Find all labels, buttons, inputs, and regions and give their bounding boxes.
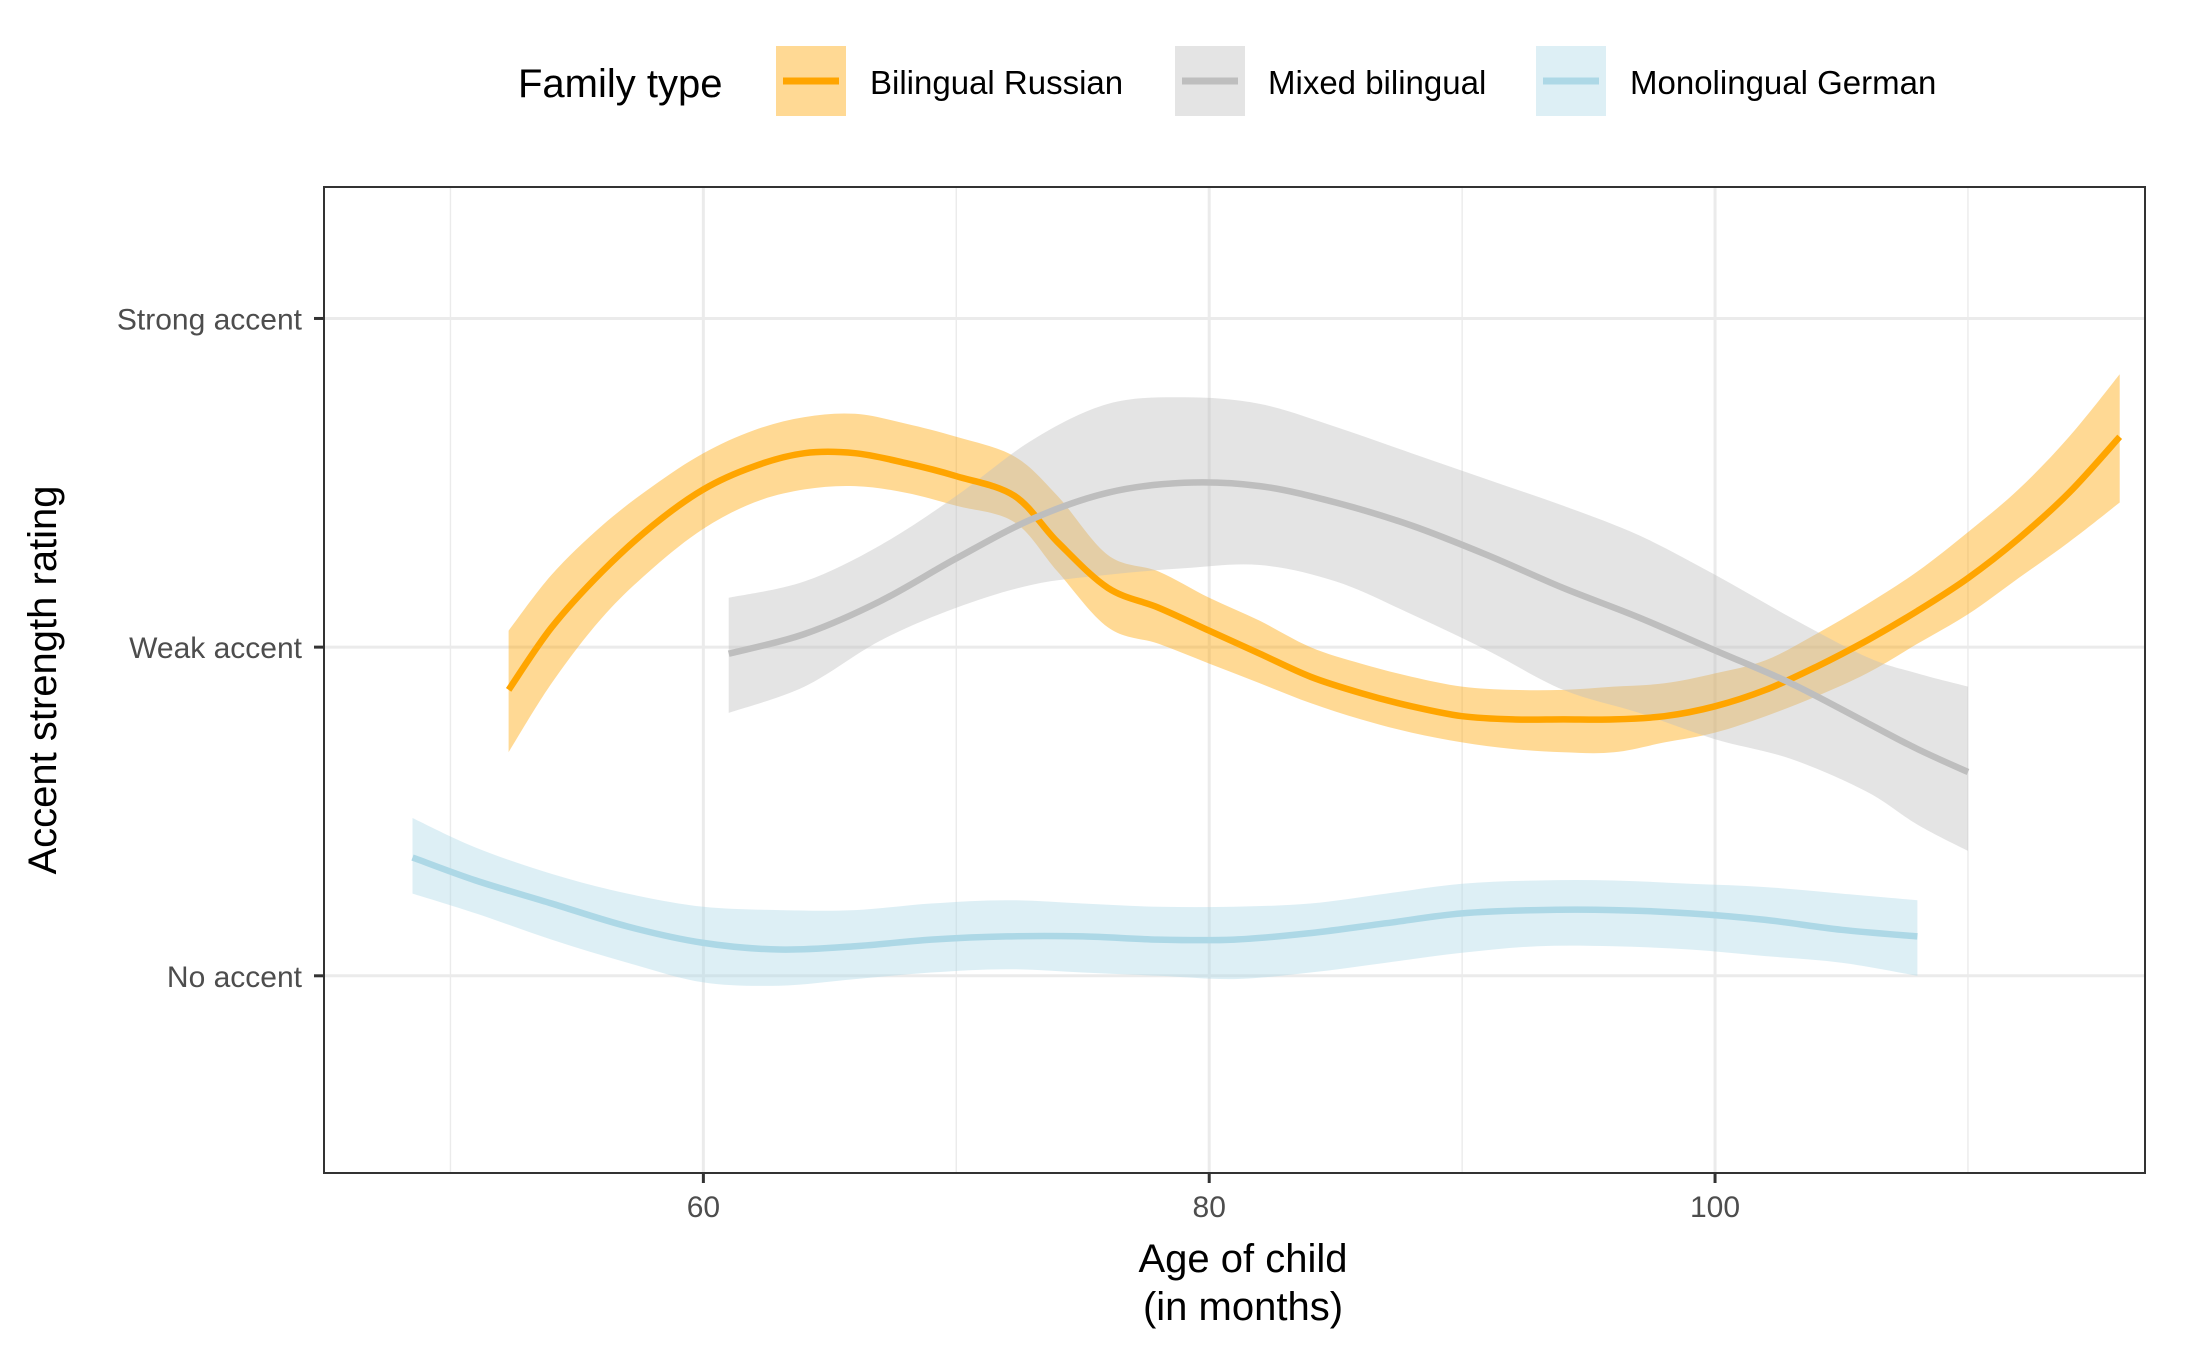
ribbon-bilingual-russian xyxy=(508,374,2120,754)
series-lines xyxy=(411,434,2123,953)
y-axis-title: Accent strength rating xyxy=(21,485,65,874)
y-tick-label: No accent xyxy=(167,961,303,994)
y-axis: No accent Weak accent Strong accent xyxy=(117,303,324,994)
grid-minor xyxy=(449,187,1969,1173)
y-tick-label: Strong accent xyxy=(117,303,303,336)
legend-label-bilingual-russian: Bilingual Russian xyxy=(870,64,1123,101)
y-tick-label: Weak accent xyxy=(129,632,303,665)
legend-entry-mixed-bilingual: Mixed bilingual xyxy=(1175,46,1486,116)
line-monolingual-german xyxy=(411,854,1918,953)
legend: Family type Bilingual Russian Mixed bili… xyxy=(518,46,1936,116)
grid-major xyxy=(324,187,2145,1173)
x-tick-label: 80 xyxy=(1193,1191,1226,1224)
x-axis-title-line-2: (in months) xyxy=(1143,1285,1343,1329)
ribbon-monolingual-german xyxy=(412,818,1918,986)
line-mixed-bilingual xyxy=(727,479,1970,775)
legend-title: Family type xyxy=(518,62,723,106)
x-tick-label: 100 xyxy=(1690,1191,1740,1224)
legend-entry-monolingual-german: Monolingual German xyxy=(1536,46,1936,116)
x-axis: 60 80 100 xyxy=(687,1173,1740,1224)
x-tick-label: 60 xyxy=(687,1191,720,1224)
plot-panel xyxy=(323,186,2146,1174)
legend-label-mixed-bilingual: Mixed bilingual xyxy=(1268,64,1486,101)
panel-border xyxy=(323,186,2146,1174)
legend-label-monolingual-german: Monolingual German xyxy=(1630,64,1936,101)
ribbon-mixed-bilingual xyxy=(728,397,1969,851)
line-bilingual-russian xyxy=(505,434,2123,723)
x-axis-title-line-1: Age of child xyxy=(1138,1237,1347,1281)
legend-entry-bilingual-russian: Bilingual Russian xyxy=(776,46,1123,116)
confidence-ribbons xyxy=(412,374,2120,986)
